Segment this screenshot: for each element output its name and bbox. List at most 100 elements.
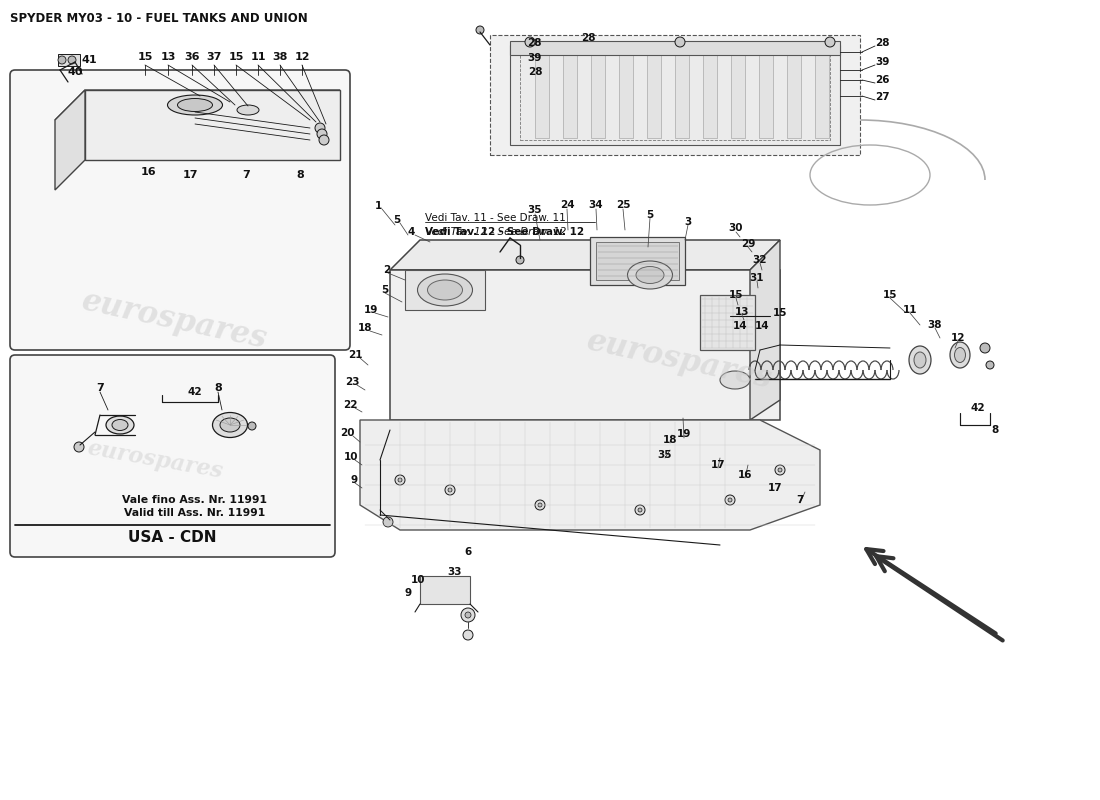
- Ellipse shape: [720, 371, 750, 389]
- Text: 28: 28: [581, 33, 595, 43]
- Bar: [405, 270, 485, 310]
- Text: 42: 42: [970, 403, 986, 413]
- Text: 15: 15: [728, 290, 744, 300]
- Ellipse shape: [955, 347, 966, 362]
- Text: 8: 8: [214, 383, 222, 393]
- Text: 8: 8: [991, 425, 999, 435]
- Circle shape: [825, 37, 835, 47]
- Circle shape: [461, 608, 475, 622]
- Circle shape: [68, 56, 76, 64]
- Text: 35: 35: [528, 205, 542, 215]
- Text: 7: 7: [96, 383, 103, 393]
- Text: 41: 41: [82, 55, 98, 65]
- Text: 2: 2: [383, 265, 390, 275]
- Text: 18: 18: [662, 435, 678, 445]
- Text: 24: 24: [560, 200, 574, 210]
- Text: 8: 8: [296, 170, 304, 180]
- Bar: [520, 52, 830, 140]
- Text: Vedi Tav. 12 - See Draw. 12: Vedi Tav. 12 - See Draw. 12: [425, 227, 584, 237]
- Text: 18: 18: [358, 323, 372, 333]
- Ellipse shape: [909, 346, 931, 374]
- Bar: [675, 54, 689, 138]
- Circle shape: [728, 498, 732, 502]
- Ellipse shape: [950, 342, 970, 368]
- Bar: [619, 54, 632, 138]
- Bar: [700, 295, 755, 350]
- Circle shape: [516, 256, 524, 264]
- Text: 9: 9: [351, 475, 358, 485]
- Ellipse shape: [636, 266, 664, 283]
- Bar: [703, 54, 717, 138]
- Circle shape: [319, 135, 329, 145]
- Text: 28: 28: [874, 38, 890, 48]
- Bar: [510, 45, 840, 145]
- Text: 14: 14: [733, 321, 747, 331]
- Ellipse shape: [236, 105, 258, 115]
- Circle shape: [525, 37, 535, 47]
- Bar: [490, 35, 860, 155]
- Text: 17: 17: [711, 460, 725, 470]
- Text: Vedi Tav. 11 - See Draw. 11: Vedi Tav. 11 - See Draw. 11: [425, 213, 565, 223]
- Text: USA - CDN: USA - CDN: [128, 530, 217, 546]
- Text: 10: 10: [343, 452, 358, 462]
- Bar: [647, 54, 661, 138]
- Bar: [596, 242, 679, 280]
- Text: 27: 27: [874, 92, 890, 102]
- Text: eurospares: eurospares: [86, 438, 224, 482]
- Circle shape: [635, 505, 645, 515]
- Polygon shape: [55, 90, 85, 190]
- Text: 21: 21: [349, 350, 363, 360]
- Text: 19: 19: [364, 305, 378, 315]
- Text: 20: 20: [341, 428, 355, 438]
- Circle shape: [58, 56, 66, 64]
- Text: 38: 38: [273, 52, 288, 62]
- Bar: [759, 54, 773, 138]
- Polygon shape: [360, 420, 820, 530]
- Text: 15: 15: [138, 52, 153, 62]
- Text: 7: 7: [796, 495, 804, 505]
- Text: 17: 17: [768, 483, 782, 493]
- Bar: [390, 270, 780, 420]
- Polygon shape: [55, 90, 340, 120]
- Text: Vale fino Ass. Nr. 11991: Vale fino Ass. Nr. 11991: [122, 495, 267, 505]
- Ellipse shape: [428, 280, 462, 300]
- Text: Valid till Ass. Nr. 11991: Valid till Ass. Nr. 11991: [124, 508, 265, 518]
- Text: 40: 40: [68, 67, 84, 77]
- Polygon shape: [85, 90, 340, 160]
- Text: 38: 38: [927, 320, 943, 330]
- Circle shape: [538, 503, 542, 507]
- Text: Vedi Tav. 12 - See Draw. 12: Vedi Tav. 12 - See Draw. 12: [425, 227, 566, 237]
- Ellipse shape: [112, 419, 128, 430]
- Bar: [535, 54, 549, 138]
- Text: 15: 15: [882, 290, 898, 300]
- Text: 12: 12: [295, 52, 310, 62]
- Circle shape: [383, 517, 393, 527]
- Ellipse shape: [106, 416, 134, 434]
- Ellipse shape: [220, 418, 240, 432]
- Text: 34: 34: [588, 200, 603, 210]
- Ellipse shape: [914, 352, 926, 368]
- Text: 22: 22: [343, 400, 358, 410]
- Ellipse shape: [418, 274, 473, 306]
- Text: 5: 5: [381, 285, 388, 295]
- Text: 14: 14: [755, 321, 769, 331]
- Bar: [591, 54, 605, 138]
- Text: 13: 13: [735, 307, 749, 317]
- Text: 5: 5: [647, 210, 653, 220]
- Text: 23: 23: [345, 377, 360, 387]
- Bar: [420, 576, 470, 604]
- Text: 7: 7: [242, 170, 250, 180]
- Bar: [815, 54, 829, 138]
- Circle shape: [395, 475, 405, 485]
- Circle shape: [535, 500, 544, 510]
- Circle shape: [476, 26, 484, 34]
- Text: eurospares: eurospares: [584, 326, 776, 394]
- Circle shape: [248, 422, 256, 430]
- Ellipse shape: [177, 98, 212, 111]
- Text: 12: 12: [950, 333, 966, 343]
- Bar: [590, 237, 685, 285]
- Circle shape: [463, 630, 473, 640]
- Text: 16: 16: [738, 470, 752, 480]
- FancyBboxPatch shape: [10, 355, 335, 557]
- Text: 29: 29: [740, 239, 756, 249]
